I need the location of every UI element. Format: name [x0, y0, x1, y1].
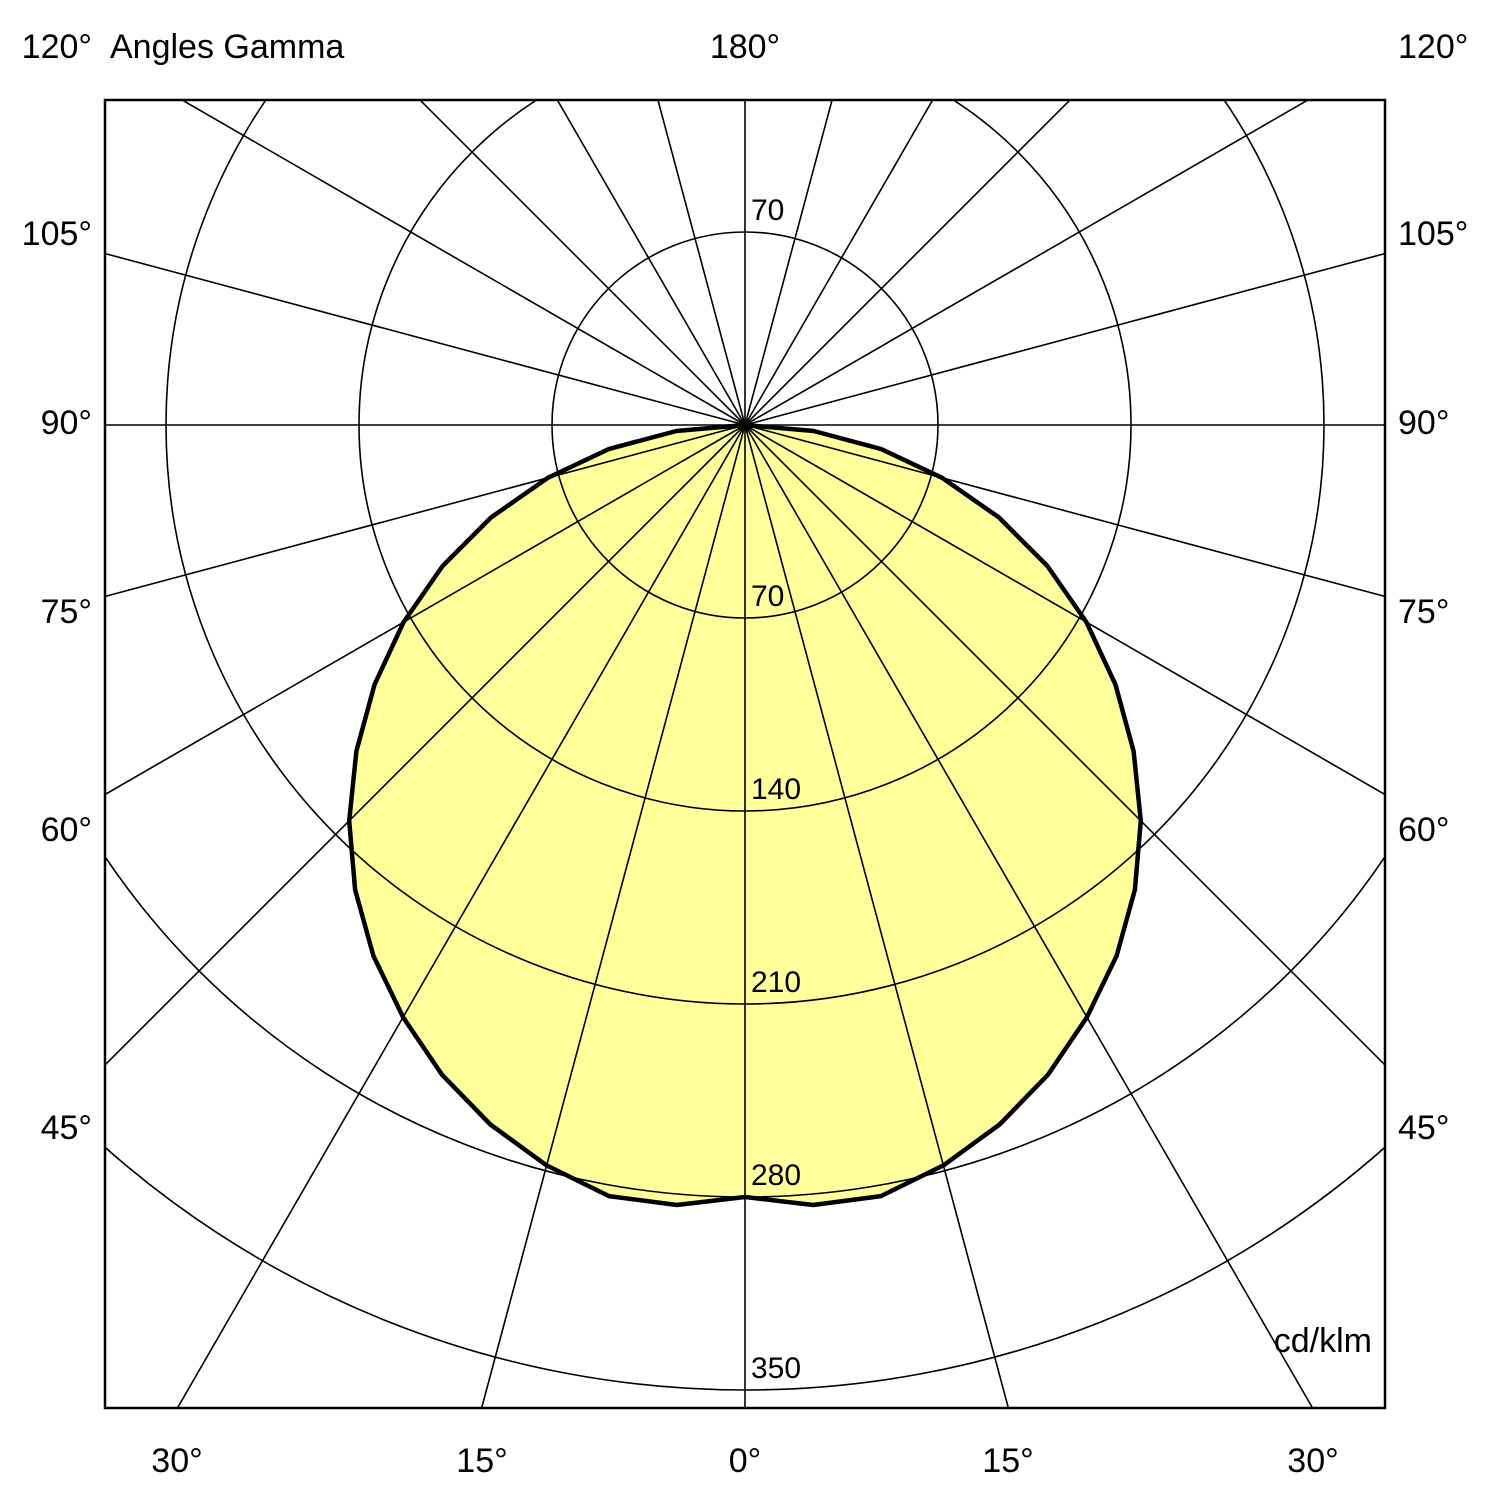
angle-label-left-75: 75° [41, 593, 92, 631]
chart-title: Angles Gamma [110, 28, 344, 66]
unit-label: cd/klm [1274, 1322, 1372, 1360]
angle-label-right-90: 90° [1398, 404, 1449, 442]
ring-label-350: 350 [751, 1352, 801, 1385]
ring-label-top-70: 70 [751, 194, 784, 227]
radial-grid-line-45 [744, 424, 1385, 1067]
radial-grid-line-240 [180, 100, 746, 426]
plot-border [103, 98, 1387, 1410]
radial-grid-line-15 [744, 424, 1010, 1408]
angle-label-left-105: 105° [22, 215, 92, 253]
angle-label-left-45: 45° [41, 1109, 92, 1147]
radial-grid-line-300 [105, 424, 746, 796]
ring-label-210: 210 [751, 966, 801, 999]
radial-grid-line-135 [744, 100, 1072, 426]
radial-grid-line-225 [418, 100, 746, 426]
ring-label-140: 140 [751, 773, 801, 806]
angle-label-right-105: 105° [1398, 215, 1468, 253]
angle-label-bottom-1: 15° [456, 1442, 507, 1480]
angle-label-bottom-0: 30° [151, 1442, 202, 1480]
angle-label-right-60: 60° [1398, 811, 1449, 849]
angle-label-right-45: 45° [1398, 1109, 1449, 1147]
corner-angle-label-left-120: 120° [22, 28, 92, 66]
angle-label-bottom-4: 30° [1287, 1442, 1338, 1480]
corner-angle-label-right-120: 120° [1398, 28, 1468, 66]
top-angle-label-180: 180° [710, 28, 780, 66]
angle-label-right-75: 75° [1398, 593, 1449, 631]
radial-grid-line-285 [105, 424, 746, 598]
angle-label-left-90: 90° [41, 404, 92, 442]
radial-grid-line-315 [105, 424, 746, 1067]
angle-label-left-60: 60° [41, 811, 92, 849]
radial-grid-line-165 [744, 100, 833, 426]
radial-grid-line-120 [744, 100, 1310, 426]
intensity-distribution-curve [346, 422, 1144, 1208]
ring-label-70: 70 [751, 580, 784, 613]
angle-label-bottom-2: 0° [729, 1442, 762, 1480]
radial-grid-line-75 [744, 424, 1385, 598]
radial-grid-line-255 [105, 252, 746, 426]
radial-grid-line-150 [744, 100, 934, 426]
radial-grid-line-345 [480, 424, 746, 1408]
radial-grid-line-330 [176, 424, 746, 1408]
angle-label-bottom-3: 15° [982, 1442, 1033, 1480]
radial-grid-line-105 [744, 252, 1385, 426]
ring-label-280: 280 [751, 1159, 801, 1192]
radial-grid-line-210 [556, 100, 746, 426]
radial-grid-line-30 [744, 424, 1314, 1408]
radial-grid-line-60 [744, 424, 1385, 796]
radial-grid-line-195 [657, 100, 746, 426]
